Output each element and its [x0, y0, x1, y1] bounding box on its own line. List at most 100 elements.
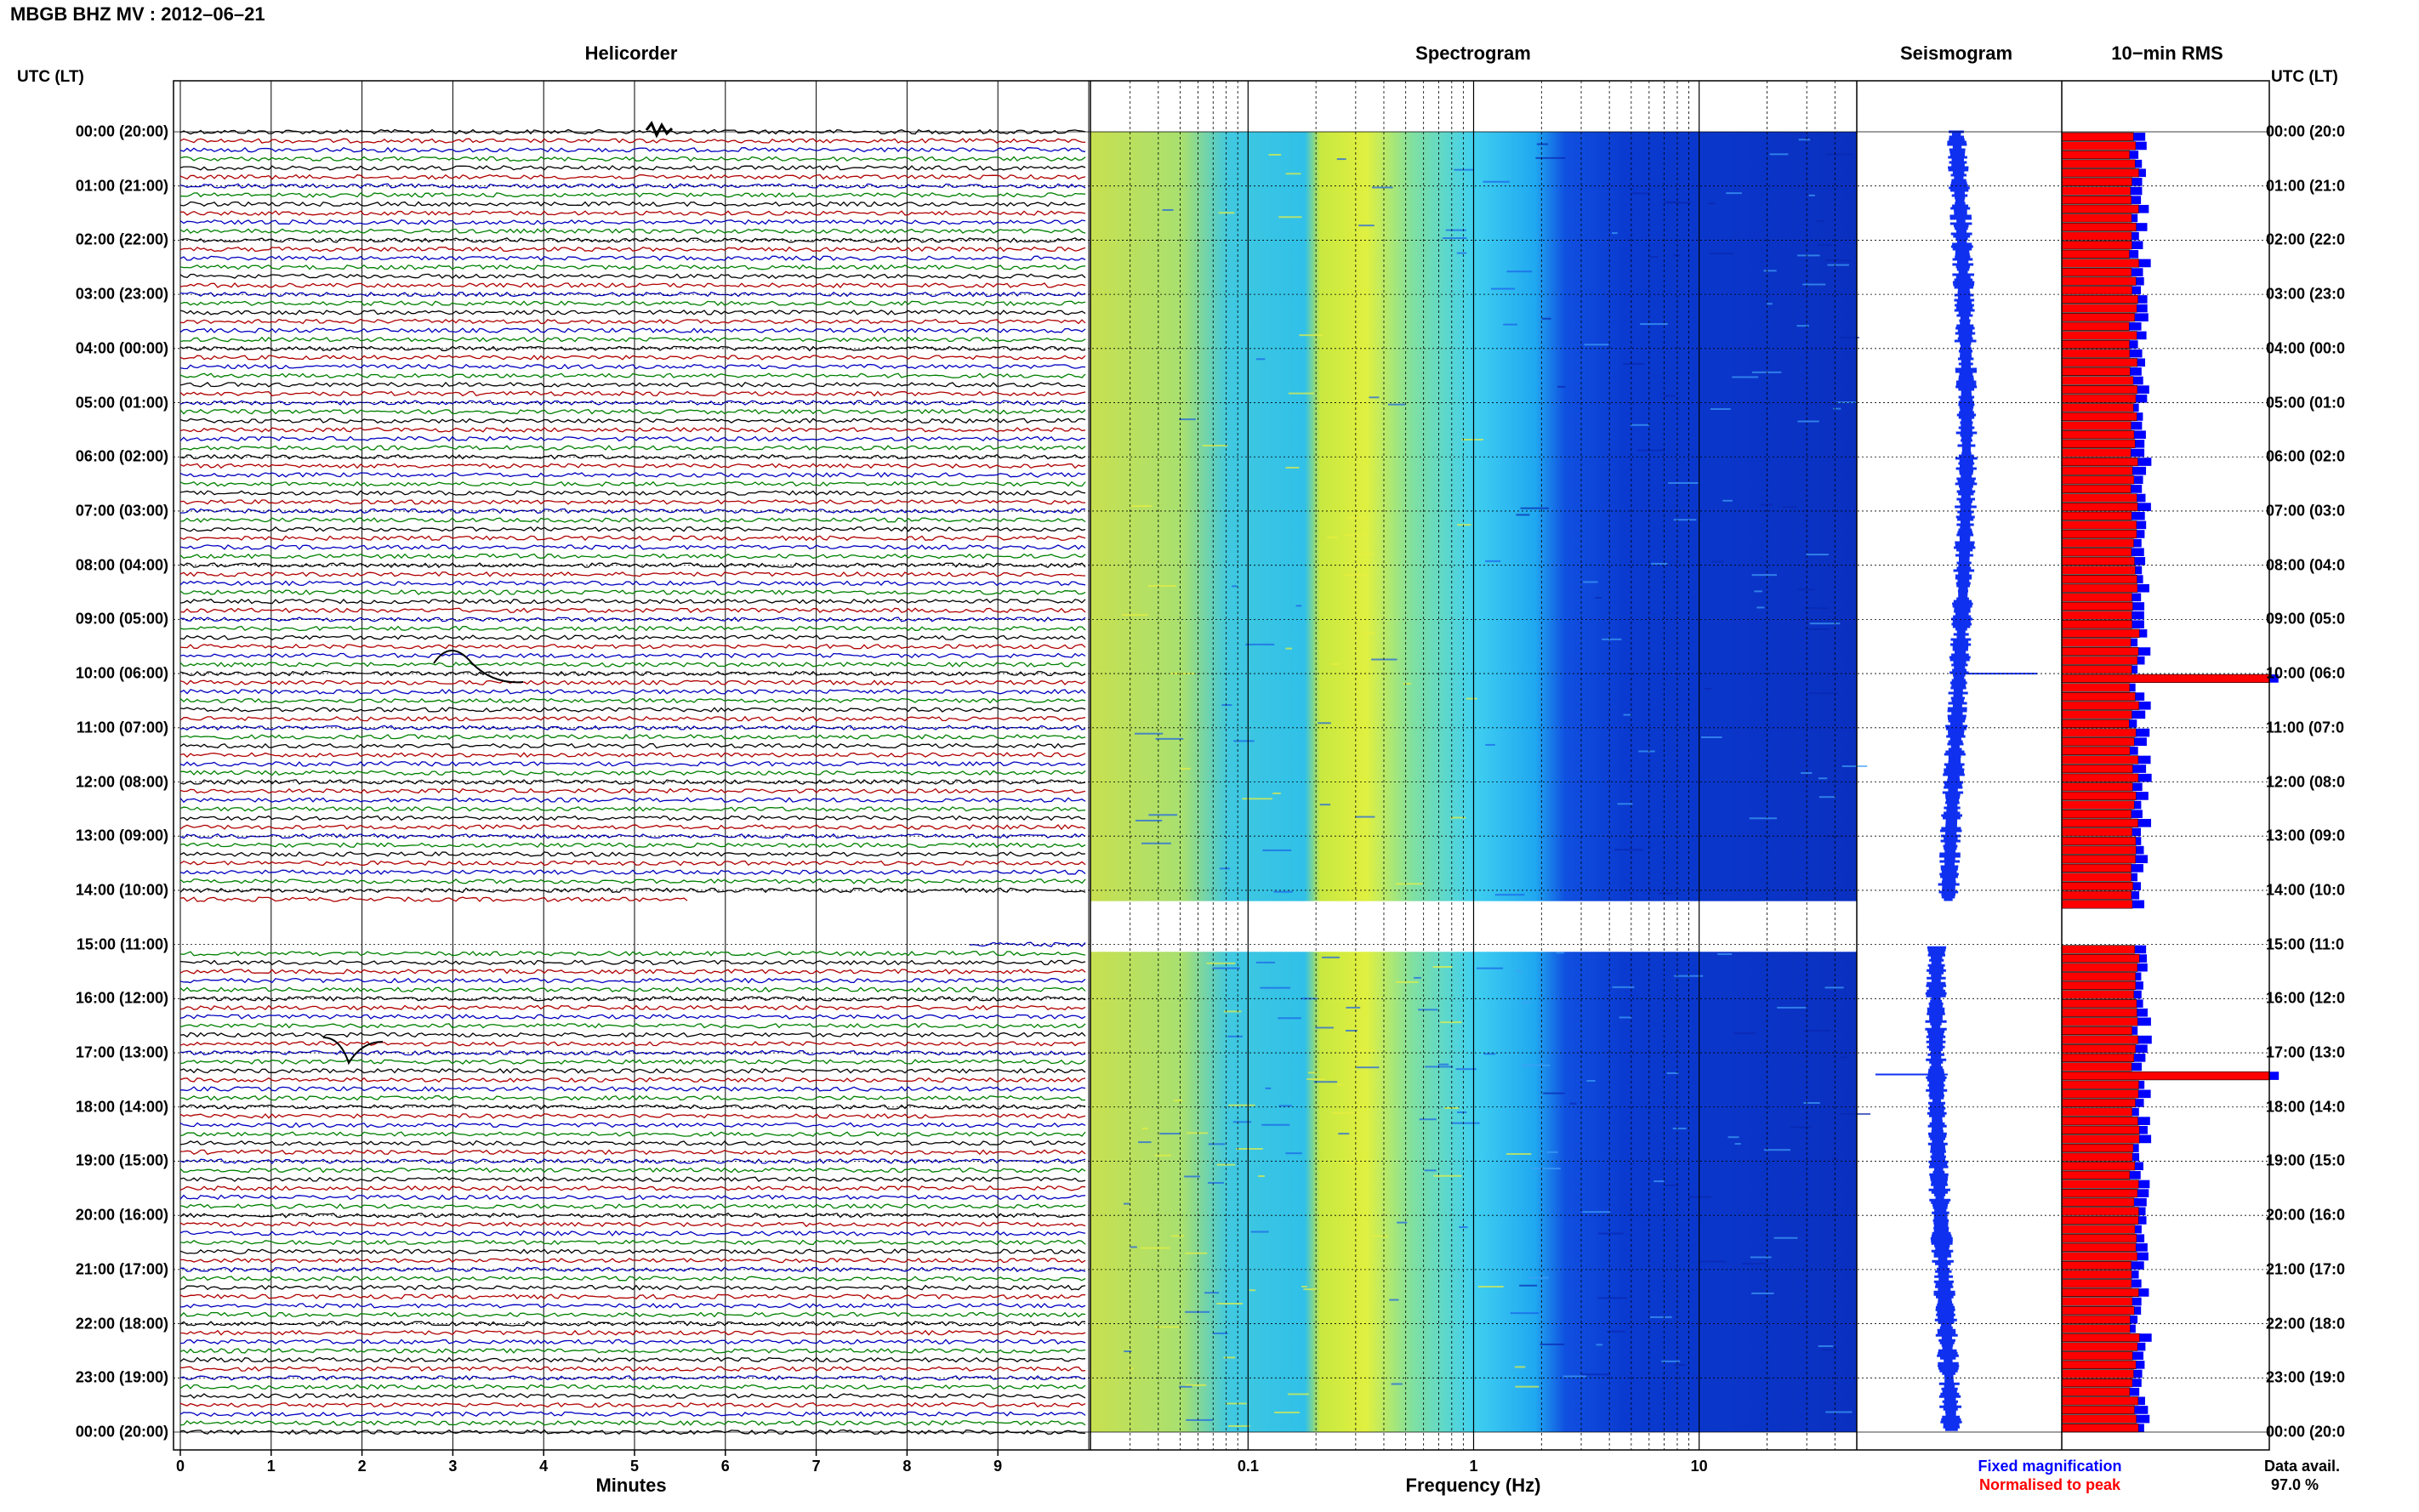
rms-bar-fixed: [2137, 358, 2146, 367]
rms-bar-fixed: [2137, 1342, 2146, 1351]
spectrogram-streak: [1288, 392, 1314, 395]
rms-bar-fixed: [2129, 349, 2143, 358]
rms-bar-normalised: [2061, 1107, 2133, 1117]
rms-bar-normalised: [2061, 159, 2136, 168]
spectrogram-streak: [1232, 585, 1238, 588]
rms-bar-fixed: [2129, 683, 2136, 692]
spectrogram-streak: [1840, 1056, 1848, 1059]
seismogram: [1875, 130, 2037, 1431]
rms-bar-normalised: [2061, 259, 2140, 268]
helicorder-trace: [179, 1293, 1086, 1300]
rms-bar-normalised: [2061, 1008, 2137, 1017]
spectrogram-streak: [1295, 605, 1302, 607]
spectrogram-streak: [1797, 420, 1819, 423]
time-label-right: 23:00 (19:0: [2266, 1368, 2346, 1386]
spectrogram-streak: [1445, 229, 1466, 231]
rms-bar-normalised: [2061, 1242, 2137, 1252]
rms-bar-normalised: [2061, 1405, 2135, 1415]
rms-bar-fixed: [2136, 1414, 2150, 1424]
helicorder-trace: [179, 806, 1086, 812]
spectrogram-streak: [1443, 237, 1467, 240]
rms-bar-normalised: [2061, 1170, 2131, 1179]
spectrogram-streak: [1212, 1332, 1228, 1334]
spectrogram-streak: [1569, 1102, 1577, 1105]
rms-bar-normalised: [2061, 1260, 2132, 1270]
rms-bar-fixed: [2137, 656, 2145, 665]
spectrogram-streak: [1301, 1285, 1307, 1287]
rms-bar-normalised: [2061, 601, 2133, 611]
spectrogram-streak: [1477, 1286, 1504, 1288]
rms-bar-normalised: [2061, 403, 2134, 412]
spectrogram-streak: [1808, 194, 1815, 196]
rms-bar-fixed: [2139, 1125, 2148, 1134]
spectrogram-streak: [1584, 344, 1609, 346]
helicorder-trace: [179, 1140, 1086, 1146]
rms-bar-normalised: [2061, 1125, 2140, 1134]
rms-bar-normalised: [2061, 1424, 2139, 1433]
helicorder-trace: [179, 995, 1086, 1002]
rms-bar-normalised: [2061, 457, 2138, 467]
spectrogram-streak: [1614, 849, 1643, 851]
helicorder-title: Helicorder: [584, 43, 678, 64]
rms-bar-normalised: [2061, 385, 2138, 395]
rms-bar-normalised: [2061, 1378, 2133, 1388]
time-label-left: 20:00 (16:00): [75, 1206, 168, 1224]
minute-tick-label: 3: [448, 1458, 458, 1475]
rms-bar-normalised: [2061, 628, 2140, 638]
time-label-left: 19:00 (15:00): [75, 1151, 168, 1169]
spectrogram-streak: [1562, 1375, 1587, 1378]
spectrogram-streak: [1521, 1001, 1531, 1003]
spectrogram-streak: [1186, 1132, 1208, 1134]
rms-bar-fixed: [2138, 1424, 2144, 1432]
helicorder-trace: [179, 264, 1086, 270]
helicorder-trace: [179, 508, 1085, 514]
rms-bar-fixed: [2137, 1117, 2150, 1125]
rms-bar-fixed: [2132, 1378, 2142, 1387]
seismogram-title: Seismogram: [1899, 43, 2013, 64]
rms-bar-normalised: [2061, 484, 2132, 494]
spectrogram-streak: [1179, 1385, 1192, 1388]
seismogram-trace: [1925, 946, 1962, 1431]
time-label-left: 10:00 (06:00): [75, 664, 168, 682]
rms-bar-normalised: [2061, 981, 2137, 991]
spectrogram-streak: [1242, 798, 1272, 800]
rms-bar-normalised: [2061, 276, 2137, 286]
helicorder-trace: [179, 1366, 1086, 1372]
spectrogram-streak: [1418, 1009, 1438, 1011]
time-label-right: 10:00 (06:0: [2266, 664, 2346, 682]
helicorder-trace: [179, 1393, 1086, 1399]
rms-bar-normalised: [2061, 529, 2137, 539]
rms-bar-normalised: [2061, 873, 2132, 882]
spectrogram-streak: [1303, 1288, 1317, 1291]
helicorder-trace: [969, 941, 1086, 947]
spectrogram-streak: [1596, 1344, 1603, 1346]
rms-bar-normalised: [2061, 1089, 2139, 1099]
spectrogram-streak: [1437, 1063, 1449, 1066]
spectrogram-streak: [1818, 777, 1828, 780]
helicorder-trace: [179, 355, 1086, 361]
rms-bar-normalised: [2061, 764, 2133, 774]
helicorder-trace: [179, 1266, 1086, 1273]
spectrogram-streak: [1343, 1162, 1362, 1164]
spectrogram-streak: [1121, 614, 1148, 617]
helicorder-trace: [179, 1113, 1086, 1119]
spectrogram-streak: [1219, 867, 1230, 870]
spectrogram-streak: [1817, 244, 1832, 247]
rms-bar-fixed: [2137, 412, 2143, 421]
spectrogram-streak: [1668, 481, 1699, 484]
helicorder-trace: [179, 1212, 1086, 1219]
rms-bar-fixed: [2134, 313, 2149, 321]
spectrogram-streak: [1313, 1081, 1338, 1083]
helicorder-trace: [179, 842, 1086, 849]
spectrogram-streak: [1722, 499, 1733, 502]
spectrogram-streak: [1750, 1256, 1772, 1259]
time-label-right: 22:00 (18:0: [2266, 1315, 2346, 1333]
spectrogram-streak: [1840, 1112, 1870, 1115]
rms-bar-normalised: [2061, 421, 2132, 430]
spectrogram-streak: [1260, 986, 1291, 989]
spectrogram-streak: [1346, 1006, 1361, 1009]
spectrogram-streak: [1202, 445, 1228, 447]
rms-bar-fixed: [2137, 530, 2145, 538]
rms-bar-normalised: [2061, 1152, 2133, 1162]
spectrogram-streak: [1236, 1148, 1263, 1151]
